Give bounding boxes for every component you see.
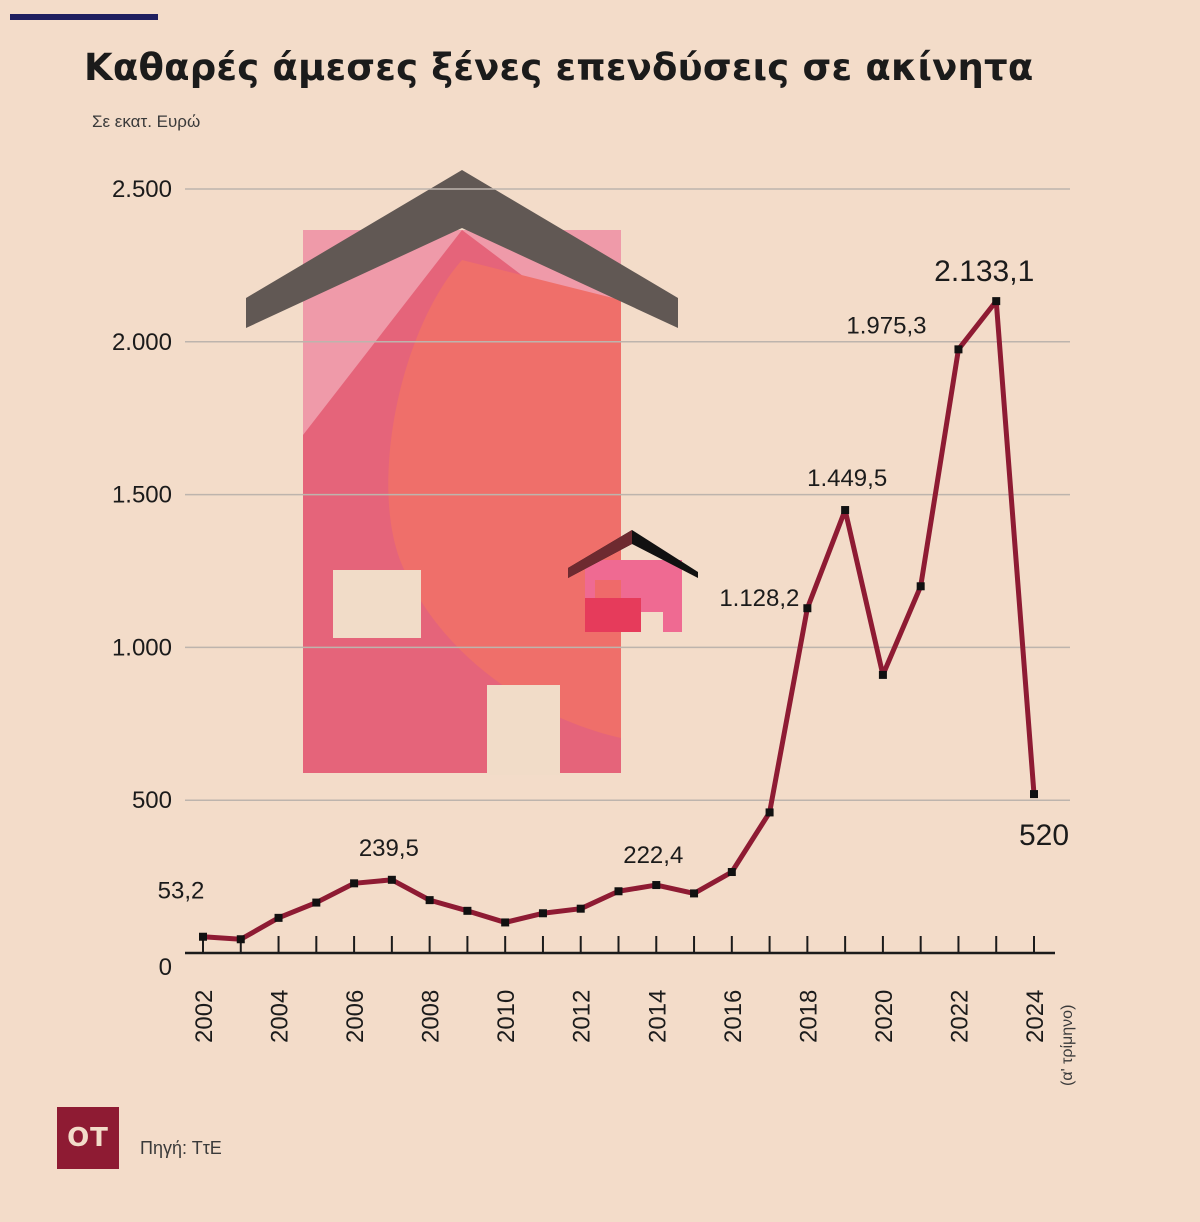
data-label: 520	[1019, 819, 1069, 852]
data-point	[690, 889, 699, 898]
data-point	[614, 887, 623, 896]
data-point	[236, 935, 245, 944]
data-labels: 53,2 239,5 222,4 1.128,2 1.449,5 1.975,3 2.133…	[158, 255, 1069, 905]
series-line	[199, 297, 1038, 944]
y-tick-label: 1.500	[112, 482, 172, 509]
x-tick-label: 2006	[342, 990, 369, 1043]
data-label: 2.133,1	[934, 255, 1034, 288]
data-point	[841, 506, 850, 515]
data-point	[387, 875, 396, 884]
gridlines	[185, 188, 1070, 801]
house-illustration	[246, 170, 678, 775]
data-point	[199, 932, 207, 941]
data-point	[501, 918, 510, 927]
y-unit-label: Σε εκατ. Ευρώ	[92, 112, 201, 131]
x-axis: 2002 2004 2006 2008 2010 2012 2014 2016 2018 2020…	[185, 936, 1076, 1086]
small-house-illustration	[568, 530, 698, 632]
data-label: 53,2	[158, 878, 205, 905]
x-tick-label: 2002	[191, 990, 218, 1043]
x-tick-label: 2024	[1022, 990, 1049, 1043]
y-tick-label: 1.000	[112, 634, 172, 661]
data-point	[350, 879, 359, 888]
x-tick-label: 2014	[644, 990, 671, 1043]
x-axis-note: (α' τρίμηνο)	[1059, 1005, 1076, 1086]
data-point	[576, 904, 585, 913]
y-tick-label: 2.500	[112, 176, 172, 203]
y-tick-label: 0	[159, 954, 172, 981]
data-label: 1.128,2	[719, 585, 799, 612]
data-label: 239,5	[359, 835, 419, 862]
data-point	[916, 582, 925, 591]
source-note: Πηγή: ΤτΕ	[140, 1138, 222, 1158]
data-point	[765, 808, 774, 817]
x-tick-label: 2008	[418, 990, 445, 1043]
y-tick-labels: 0 500 1.000 1.500 2.000 2.500	[112, 176, 172, 981]
data-label: 1.975,3	[846, 312, 926, 339]
data-point	[803, 604, 812, 613]
x-tick-label: 2004	[267, 990, 294, 1043]
y-tick-label: 2.000	[112, 329, 172, 356]
x-tick-label: 2022	[946, 990, 973, 1043]
data-point	[727, 868, 736, 877]
data-label: 222,4	[623, 842, 683, 869]
x-tick-label: 2020	[871, 990, 898, 1043]
data-point	[954, 345, 963, 354]
top-accent-rule	[10, 14, 158, 20]
data-point	[425, 896, 434, 905]
data-point	[274, 913, 283, 922]
data-point	[538, 909, 547, 918]
x-tick-label: 2010	[493, 990, 520, 1043]
data-point	[652, 881, 661, 890]
x-tick-label: 2016	[720, 990, 747, 1043]
publisher-logo: OT	[57, 1107, 119, 1169]
data-label: 1.449,5	[807, 465, 887, 492]
x-tick-label: 2012	[569, 990, 596, 1043]
data-point	[463, 906, 472, 915]
y-tick-label: 500	[132, 787, 172, 814]
x-tick-label: 2018	[795, 990, 822, 1043]
data-point	[312, 898, 321, 907]
data-point	[1030, 790, 1038, 799]
chart-title: Καθαρές άμεσες ξένες επενδύσεις σε ακίνη…	[84, 46, 1034, 89]
data-point	[992, 297, 1001, 306]
data-point	[878, 670, 887, 679]
